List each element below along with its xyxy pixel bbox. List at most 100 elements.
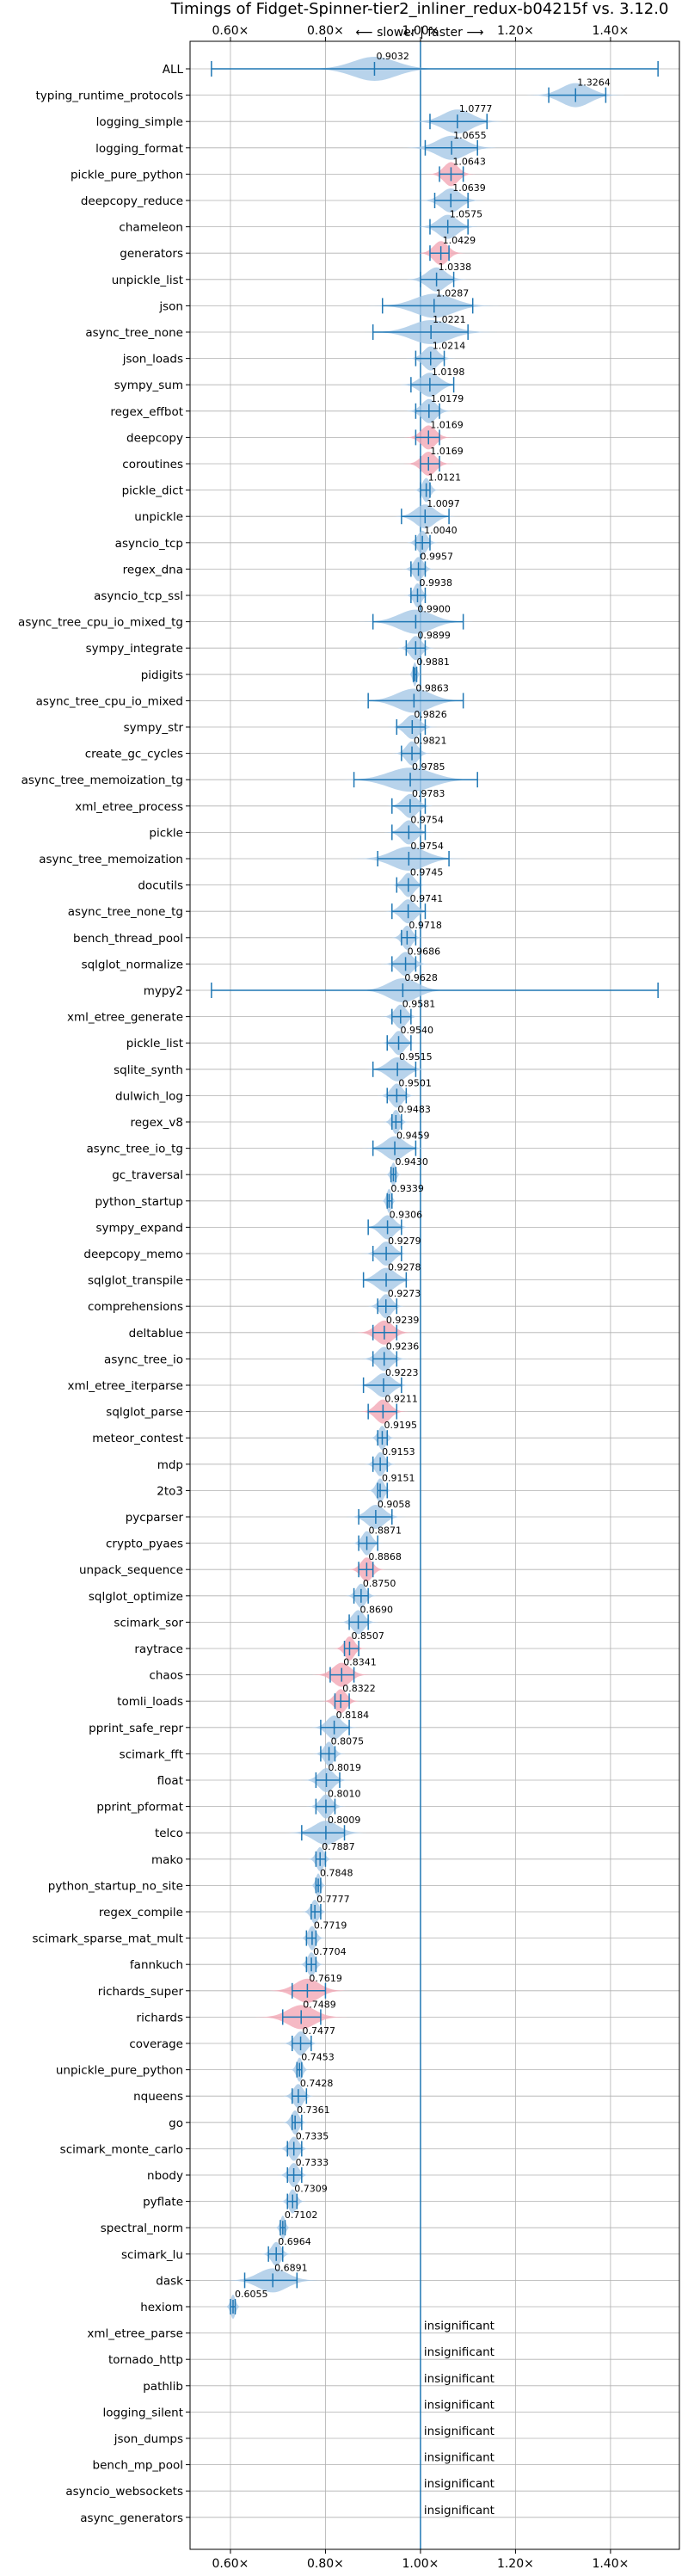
benchmark-label: xml_etree_parse <box>87 2327 183 2341</box>
value-label: 0.8341 <box>343 1657 377 1668</box>
benchmark-label: unpickle <box>134 510 183 524</box>
benchmark-label: richards <box>137 2011 183 2024</box>
value-label: 0.9306 <box>390 1209 423 1220</box>
benchmark-label: async_tree_cpu_io_mixed_tg <box>18 616 183 630</box>
value-label: 1.0655 <box>453 130 487 141</box>
benchmark-label: mako <box>151 1853 183 1867</box>
benchmark-label: pickle_pure_python <box>71 168 183 182</box>
value-label: 0.9483 <box>397 1104 431 1115</box>
benchmark-label: typing_runtime_protocols <box>36 89 184 103</box>
value-label: 0.9900 <box>417 604 451 615</box>
benchmark-label: spectral_norm <box>101 2222 183 2235</box>
benchmark-label: sympy_integrate <box>86 642 183 656</box>
insignificant-label: insignificant <box>424 2372 494 2386</box>
benchmark-label: async_generators <box>80 2511 183 2525</box>
benchmark-label: scimark_fft <box>120 1747 183 1761</box>
benchmark-label: dulwich_log <box>115 1089 183 1103</box>
value-label: 0.9863 <box>415 682 448 693</box>
value-label: 0.8871 <box>369 1525 402 1537</box>
axis-layer: 0.60× 0.60× 0.80× 0.80× 1.00× 1.00× 1.20× 1.20×… <box>186 24 680 2571</box>
benchmark-label: sympy_str <box>124 721 184 735</box>
value-label: 0.9459 <box>396 1131 430 1142</box>
benchmark-label: logging_silent <box>103 2406 183 2419</box>
value-label: 0.7704 <box>313 1946 347 1957</box>
benchmark-label: deltablue <box>129 1327 183 1340</box>
benchmark-label: create_gc_cycles <box>85 748 183 761</box>
value-label: 0.7335 <box>296 2130 329 2142</box>
benchmark-label: async_tree_none_tg <box>68 905 183 919</box>
benchmark-label: fannkuch <box>130 1958 183 1972</box>
value-label: 0.9239 <box>386 1315 420 1326</box>
value-label: 0.9581 <box>402 999 436 1010</box>
value-label: 1.0169 <box>430 446 463 457</box>
benchmark-label: nbody <box>147 2169 183 2183</box>
value-label: 0.7333 <box>296 2157 329 2168</box>
value-label: 0.9151 <box>382 1472 415 1483</box>
value-label: 0.9783 <box>412 788 445 799</box>
value-label: 0.7719 <box>314 1920 347 1932</box>
benchmark-label: async_tree_io <box>104 1353 183 1366</box>
value-label: 0.7848 <box>320 1867 353 1878</box>
value-label: 0.8322 <box>342 1683 376 1694</box>
value-label: 0.9153 <box>382 1446 415 1457</box>
benchmark-label: meteor_contest <box>92 1432 183 1445</box>
benchmark-label: async_tree_memoization <box>39 853 183 866</box>
benchmark-label: pidigits <box>141 669 183 682</box>
benchmark-label: hexiom <box>140 2301 183 2314</box>
value-label: 0.9236 <box>386 1340 420 1352</box>
benchmark-label: chaos <box>149 1669 183 1683</box>
benchmark-label: async_tree_none <box>85 326 183 340</box>
value-label: 1.0214 <box>433 341 466 352</box>
benchmark-label: scimark_monte_carlo <box>60 2142 183 2156</box>
benchmark-label: scimark_lu <box>121 2248 183 2262</box>
value-label: 0.9211 <box>384 1394 418 1405</box>
value-label: 0.9957 <box>421 551 454 562</box>
x-tick-label-top: 1.40× <box>592 24 629 38</box>
benchmark-label: comprehensions <box>88 1300 183 1314</box>
value-label: 0.8868 <box>368 1551 402 1562</box>
value-label: 0.9821 <box>414 736 446 747</box>
value-label: 1.0639 <box>452 182 486 194</box>
benchmark-label: pyflate <box>143 2196 183 2209</box>
benchmark-label: sympy_sum <box>114 379 183 392</box>
benchmark-label: logging_format <box>95 142 183 156</box>
benchmark-label: python_startup_no_site <box>48 1879 183 1893</box>
value-label: 0.9754 <box>410 841 444 852</box>
value-label: 0.7428 <box>300 2078 334 2089</box>
benchmark-label: json <box>158 299 183 313</box>
value-label: 1.0287 <box>436 287 470 299</box>
insignificant-label: insignificant <box>424 2398 494 2412</box>
value-label: 0.7453 <box>301 2052 335 2063</box>
benchmark-label: bench_thread_pool <box>73 932 183 946</box>
benchmark-label: pickle_dict <box>122 484 183 498</box>
benchmark-label: docutils <box>138 879 183 893</box>
benchmark-label: sqlite_synth <box>114 1063 183 1077</box>
value-label: 0.7361 <box>297 2105 330 2116</box>
benchmark-label: regex_dna <box>123 563 183 576</box>
value-label: 1.0643 <box>452 156 486 167</box>
benchmark-label: pickle_list <box>126 1037 183 1051</box>
value-label: 0.9754 <box>410 814 444 825</box>
x-tick-label-bottom: 1.40× <box>592 2557 629 2571</box>
value-label: 0.8019 <box>328 1762 361 1773</box>
value-label: 0.7102 <box>285 2209 318 2221</box>
benchmark-label: xml_etree_process <box>75 800 183 814</box>
benchmark-label: mdp <box>157 1458 183 1472</box>
benchmark-label: json_dumps <box>114 2432 183 2446</box>
insignificant-label: insignificant <box>424 2451 494 2465</box>
benchmark-label: xml_etree_iterparse <box>68 1379 184 1393</box>
value-label: 0.9938 <box>420 577 453 589</box>
value-label: 1.3264 <box>577 77 611 89</box>
benchmark-label: nqueens <box>133 2090 183 2104</box>
benchmark-label: deepcopy_memo <box>83 1248 183 1261</box>
value-label: 0.8750 <box>363 1578 396 1589</box>
value-label: 0.7477 <box>303 2025 336 2037</box>
benchmark-label: pprint_pformat <box>96 1801 183 1815</box>
value-label: 0.8507 <box>351 1630 384 1642</box>
benchmark-label: async_tree_memoization_tg <box>22 773 183 787</box>
value-label: 1.0179 <box>431 393 464 404</box>
value-label: 1.0221 <box>433 314 466 325</box>
x-tick-label-top: 1.20× <box>497 24 534 38</box>
